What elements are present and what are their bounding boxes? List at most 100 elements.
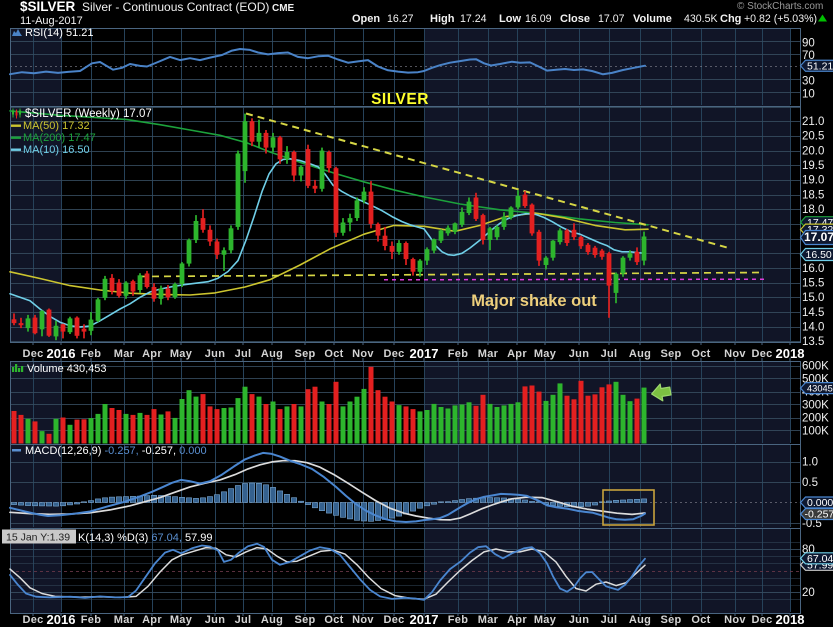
- svg-text:CME: CME: [272, 3, 295, 14]
- svg-text:Chg: Chg: [720, 13, 741, 25]
- svg-text:430.5K: 430.5K: [684, 13, 718, 25]
- svg-text:Low: Low: [499, 13, 521, 25]
- svg-text:11-Aug-2017: 11-Aug-2017: [20, 15, 83, 27]
- svg-text:Aug: Aug: [629, 348, 651, 360]
- svg-text:Major shake out: Major shake out: [471, 292, 597, 310]
- svg-text:May: May: [534, 348, 557, 360]
- svg-text:20.5: 20.5: [802, 131, 824, 143]
- svg-text:2017: 2017: [410, 612, 439, 627]
- svg-text:67.04: 67.04: [807, 553, 833, 565]
- svg-text:0.000: 0.000: [807, 497, 833, 509]
- svg-text:16.0: 16.0: [802, 263, 824, 275]
- svg-text:Dec: Dec: [751, 614, 772, 626]
- svg-text:19.5: 19.5: [802, 160, 824, 172]
- svg-text:May: May: [534, 614, 557, 626]
- svg-text:Jun: Jun: [205, 614, 225, 626]
- svg-text:Jun: Jun: [569, 614, 589, 626]
- svg-text:Jun: Jun: [205, 348, 225, 360]
- svg-text:17.24: 17.24: [460, 13, 487, 25]
- svg-text:70: 70: [802, 50, 815, 62]
- svg-text:20.0: 20.0: [802, 145, 824, 157]
- svg-text:Feb: Feb: [448, 614, 468, 626]
- svg-text:Mar: Mar: [478, 614, 499, 626]
- svg-text:17.07: 17.07: [804, 230, 833, 244]
- svg-text:21.0: 21.0: [802, 116, 824, 128]
- svg-text:High: High: [430, 13, 455, 25]
- svg-text:K(14,3) %D(3) 67.04, 57.99: K(14,3) %D(3) 67.04, 57.99: [78, 532, 213, 544]
- svg-text:MACD(12,26,9) -0.257, -0.257,: MACD(12,26,9) -0.257, -0.257, 0.000: [25, 445, 207, 457]
- svg-text:200K: 200K: [802, 412, 829, 424]
- svg-text:2017: 2017: [410, 346, 439, 361]
- svg-text:Nov: Nov: [352, 348, 374, 360]
- svg-text:Open: Open: [352, 13, 380, 25]
- svg-text:$SILVER (Weekly) 17.07: $SILVER (Weekly) 17.07: [25, 108, 152, 120]
- svg-text:13.5: 13.5: [802, 336, 824, 348]
- svg-text:Sep: Sep: [294, 614, 315, 626]
- svg-text:30: 30: [802, 76, 815, 88]
- svg-text:Dec: Dec: [22, 348, 43, 360]
- svg-text:2016: 2016: [47, 346, 76, 361]
- svg-text:51.21: 51.21: [807, 60, 833, 72]
- svg-text:Dec: Dec: [383, 614, 404, 626]
- svg-text:Jul: Jul: [601, 348, 618, 360]
- svg-text:Nov: Nov: [724, 614, 746, 626]
- svg-text:Aug: Aug: [629, 614, 651, 626]
- svg-text:Apr: Apr: [507, 348, 527, 360]
- svg-text:10: 10: [802, 88, 815, 100]
- svg-text:16.27: 16.27: [387, 13, 414, 25]
- svg-text:16.50: 16.50: [806, 249, 832, 261]
- svg-text:20: 20: [802, 587, 815, 599]
- svg-text:2016: 2016: [47, 612, 76, 627]
- svg-text:Sep: Sep: [294, 348, 315, 360]
- svg-text:May: May: [170, 614, 193, 626]
- svg-text:2018: 2018: [776, 612, 805, 627]
- svg-text:0.5: 0.5: [802, 477, 818, 489]
- svg-text:100K: 100K: [802, 425, 829, 437]
- svg-text:Jul: Jul: [601, 614, 618, 626]
- svg-text:14.0: 14.0: [802, 322, 824, 334]
- svg-text:Jun: Jun: [569, 348, 589, 360]
- svg-text:1.0: 1.0: [802, 456, 818, 468]
- svg-text:Dec: Dec: [383, 348, 404, 360]
- svg-text:Mar: Mar: [114, 614, 135, 626]
- svg-text:Aug: Aug: [261, 614, 283, 626]
- svg-text:Close: Close: [560, 13, 590, 25]
- svg-text:90: 90: [802, 37, 815, 49]
- svg-text:RSI(14) 51.21: RSI(14) 51.21: [25, 27, 93, 39]
- svg-text:15.5: 15.5: [802, 277, 824, 289]
- svg-text:Oct: Oct: [691, 348, 710, 360]
- svg-text:© StockCharts.com: © StockCharts.com: [737, 1, 823, 12]
- svg-text:Mar: Mar: [114, 348, 135, 360]
- svg-text:Apr: Apr: [142, 348, 162, 360]
- svg-text:-0.5: -0.5: [802, 518, 822, 530]
- svg-text:+0.82 (+5.03%): +0.82 (+5.03%): [744, 13, 817, 25]
- svg-text:-0.257: -0.257: [805, 509, 833, 521]
- svg-text:17.07: 17.07: [598, 13, 625, 25]
- svg-text:Silver - Continuous Contract (: Silver - Continuous Contract (EOD): [82, 0, 269, 14]
- svg-text:Nov: Nov: [724, 348, 746, 360]
- svg-text:Feb: Feb: [448, 348, 468, 360]
- svg-text:600K: 600K: [802, 360, 829, 372]
- svg-text:MA(50) 17.32: MA(50) 17.32: [23, 120, 90, 132]
- svg-text:MA(10) 16.50: MA(10) 16.50: [23, 144, 90, 156]
- svg-text:Apr: Apr: [142, 614, 162, 626]
- svg-text:Jul: Jul: [235, 614, 252, 626]
- svg-text:15 Jan Y:1.39: 15 Jan Y:1.39: [6, 532, 70, 544]
- svg-text:Apr: Apr: [507, 614, 527, 626]
- svg-text:Mar: Mar: [478, 348, 499, 360]
- svg-text:Oct: Oct: [691, 614, 710, 626]
- svg-text:430453: 430453: [807, 384, 833, 394]
- svg-text:Oct: Oct: [324, 614, 343, 626]
- svg-text:Oct: Oct: [324, 348, 343, 360]
- svg-text:300K: 300K: [802, 399, 829, 411]
- svg-text:Volume: Volume: [633, 13, 672, 25]
- svg-text:$SILVER: $SILVER: [20, 0, 76, 14]
- svg-text:16.09: 16.09: [525, 13, 552, 25]
- svg-text:2018: 2018: [776, 346, 805, 361]
- svg-text:19.0: 19.0: [802, 175, 824, 187]
- svg-text:Jul: Jul: [235, 348, 252, 360]
- svg-text:Sep: Sep: [660, 348, 681, 360]
- svg-text:Feb: Feb: [81, 348, 101, 360]
- svg-text:SILVER: SILVER: [371, 91, 429, 108]
- svg-text:18.0: 18.0: [802, 204, 824, 216]
